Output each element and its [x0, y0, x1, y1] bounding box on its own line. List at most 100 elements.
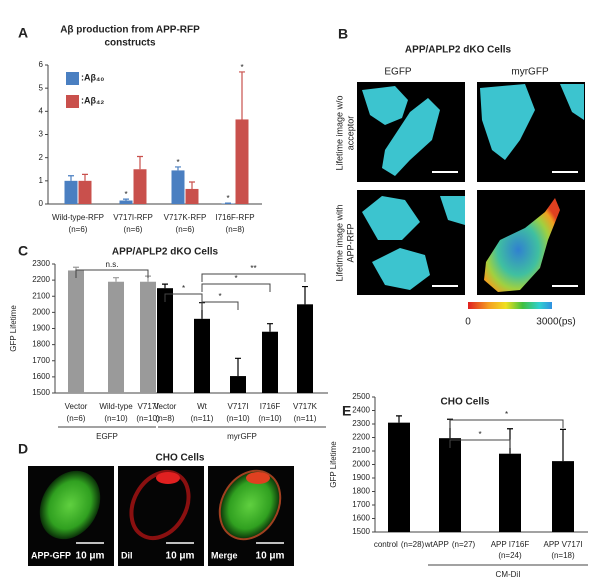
column-label: myrGFP: [511, 67, 549, 78]
cell: [362, 196, 465, 290]
category-note: (n=10): [136, 414, 160, 423]
significance-label: *: [478, 430, 481, 439]
image-label: Merge: [211, 550, 238, 560]
y-tick-label: 0: [39, 199, 44, 208]
chart-title: constructs: [104, 38, 156, 49]
significance-marker: *: [240, 63, 243, 72]
x-tick-label: wtAPP (n=27): [424, 540, 476, 549]
category-note: (n=11): [294, 414, 317, 423]
y-tick-label: 1: [39, 176, 44, 185]
legend-swatch: [66, 72, 79, 85]
y-tick-label: 1500: [32, 388, 50, 397]
panel-title: CHO Cells: [156, 453, 205, 464]
significance-bracket: [449, 439, 511, 448]
error-bar: [175, 166, 181, 171]
panel-b: APP/APLP2 dKO Cells EGFP myrGFP Lifetime…: [334, 45, 585, 328]
y-axis-label: GFP Lifetime: [329, 441, 338, 488]
x-tick-label: Wild-type: [99, 402, 133, 411]
error-bar: [267, 323, 273, 332]
category-note: (n=18): [551, 551, 575, 560]
y-tick-label: 1800: [352, 487, 370, 496]
color-bar-label: 3000(ps): [536, 317, 575, 328]
significance-bracket: [201, 273, 306, 282]
bar: [499, 453, 521, 532]
error-bar: [113, 277, 119, 282]
significance-label: *: [182, 284, 185, 293]
category-note: (n=28): [401, 540, 425, 549]
category-note: (n=6): [67, 414, 86, 423]
x-tick-label: V717I: [228, 402, 249, 411]
error-bar: [82, 173, 88, 181]
x-tick-label: Vector: [65, 402, 88, 411]
y-tick-label: 4: [39, 106, 44, 115]
bar: [68, 270, 84, 393]
error-bar: [137, 155, 143, 170]
legend-label: :Aβ₄₀: [81, 72, 104, 82]
row-label: APP-RFP: [345, 223, 355, 262]
bar: [108, 281, 124, 393]
error-bar: [123, 198, 129, 201]
bar: [78, 180, 92, 204]
category-note: (n=27): [452, 540, 476, 549]
x-tick-label: control (n=28): [374, 540, 425, 549]
chart-title: CHO Cells: [441, 397, 490, 408]
column-label: EGFP: [384, 67, 412, 78]
panel-label: D: [18, 441, 28, 457]
y-tick-label: 5: [39, 83, 44, 92]
y-tick-label: 2000: [352, 460, 370, 469]
y-tick-label: 2200: [352, 433, 370, 442]
x-tick-label: I716F-RFP: [215, 213, 254, 222]
panel-label: E: [342, 403, 351, 419]
cell: [480, 84, 584, 160]
panel-label: C: [18, 243, 28, 259]
bar: [230, 376, 246, 393]
bar: [119, 200, 133, 204]
x-tick-label: Wt: [197, 402, 208, 411]
significance-marker: *: [226, 194, 229, 203]
row-label: Lifetime image w/o: [334, 95, 344, 170]
panel-title: APP/APLP2 dKO Cells: [405, 45, 512, 56]
y-tick-label: 1500: [352, 527, 370, 536]
y-tick-label: 1800: [32, 340, 50, 349]
x-tick-label: V717I: [138, 402, 159, 411]
color-bar: [468, 302, 552, 309]
category-note: (n=10): [226, 414, 250, 423]
cell: [484, 198, 560, 292]
y-tick-label: 2200: [32, 275, 50, 284]
error-bar: [302, 285, 308, 305]
significance-label: n.s.: [106, 260, 119, 269]
scale-label: 10 μm: [166, 551, 195, 562]
scale-label: 10 μm: [256, 551, 285, 562]
image-label: APP-GFP: [31, 550, 71, 560]
error-bar: [68, 175, 74, 181]
category-note: (n=6): [124, 225, 143, 234]
group-label: CM-DiI: [496, 570, 521, 579]
x-tick-label: Vector: [154, 402, 177, 411]
group-label: myrGFP: [227, 432, 257, 441]
panel-d: CHO Cells APP-GFP 10 μm DiI 10 μm Merge …: [28, 453, 294, 566]
x-tick-label: V717K: [293, 402, 318, 411]
y-tick-label: 2400: [352, 406, 370, 415]
significance-bracket: [75, 269, 149, 278]
panel-label: B: [338, 26, 348, 42]
y-axis-label: GFP Lifetime: [9, 305, 18, 352]
y-tick-label: 2500: [352, 392, 370, 401]
category-note: (n=8): [156, 414, 175, 423]
y-tick-label: 1600: [32, 372, 50, 381]
x-tick-label: V717K-RFP: [164, 213, 207, 222]
y-tick-label: 3: [39, 130, 44, 139]
category-note: (n=24): [498, 551, 522, 560]
x-tick-label: I716F: [260, 402, 281, 411]
chart-title: Aβ production from APP-RFP: [60, 25, 200, 36]
error-bar: [239, 71, 245, 120]
bar: [262, 331, 278, 393]
bar: [185, 188, 199, 204]
category-note: (n=10): [258, 414, 282, 423]
category-name: control: [374, 540, 398, 549]
error-bar: [396, 415, 402, 423]
cell: [246, 472, 270, 484]
group-label: EGFP: [96, 432, 118, 441]
bar: [235, 119, 249, 204]
y-tick-label: 2300: [32, 259, 50, 268]
